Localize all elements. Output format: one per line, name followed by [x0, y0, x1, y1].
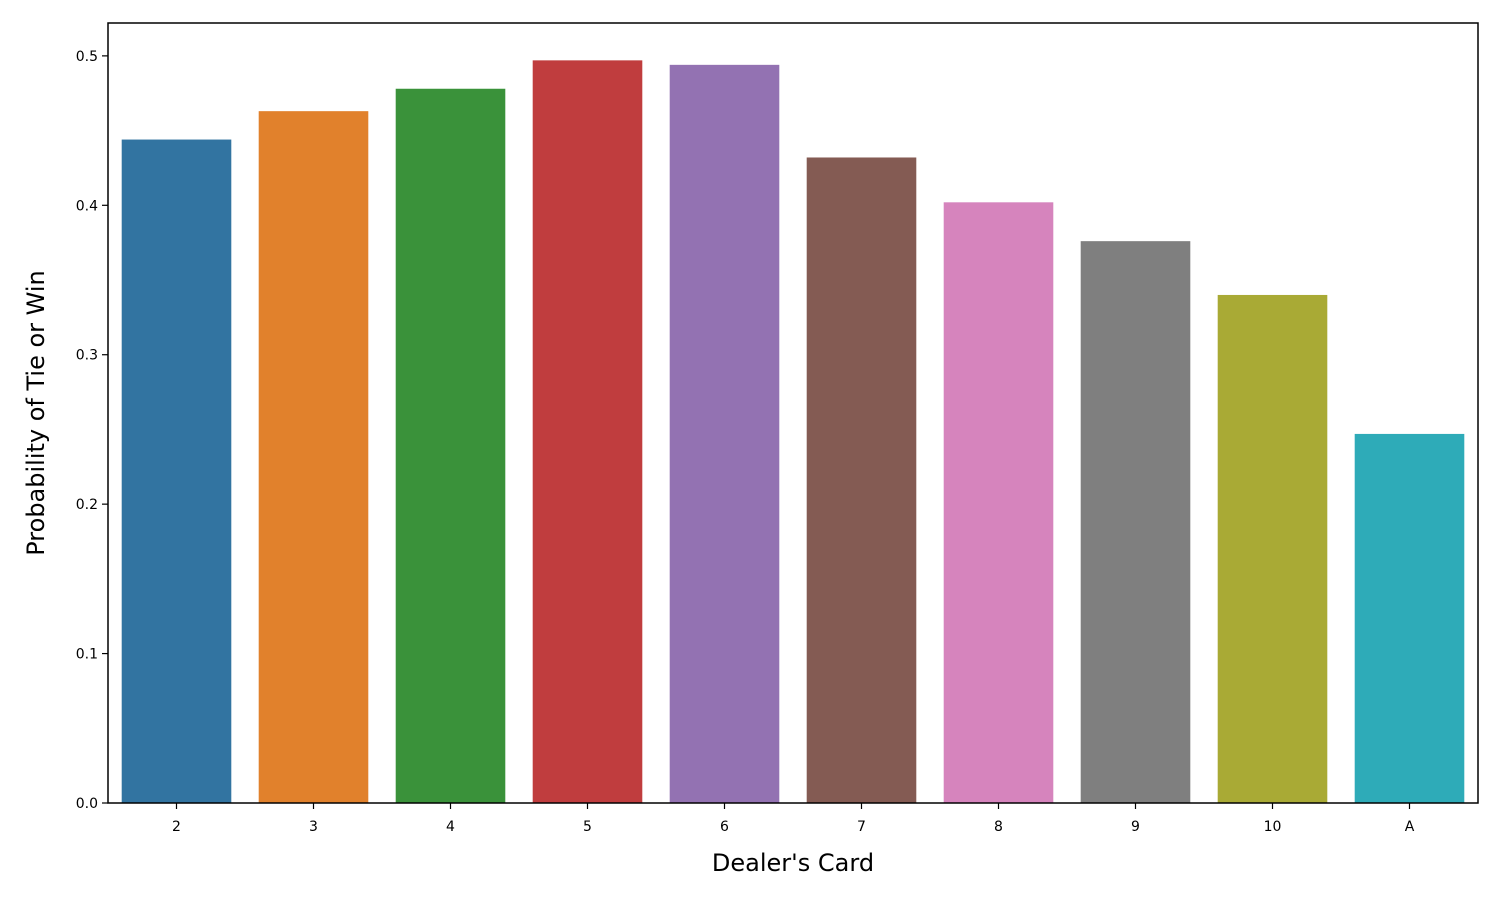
x-tick-label: 6: [720, 819, 729, 835]
x-tick-label: 5: [583, 819, 592, 835]
bars-layer: [121, 60, 1465, 804]
bar-10: [1217, 294, 1328, 803]
x-tick-label: 9: [1131, 819, 1140, 835]
x-axis: 2 3 4 5 6 7 8 9 10 A: [172, 803, 1415, 835]
x-tick-label: 7: [857, 819, 866, 835]
y-tick-label: 0.0: [76, 796, 98, 812]
x-tick-label: 2: [172, 819, 181, 835]
y-tick-label: 0.3: [76, 348, 98, 364]
plot-frame: [107, 22, 1479, 804]
bar-9: [1080, 241, 1191, 804]
y-tick-label: 0.1: [76, 647, 98, 663]
x-tick-label: 10: [1264, 819, 1282, 835]
bar-6: [669, 64, 780, 803]
x-tick-label: 3: [309, 819, 318, 835]
y-axis: 0.0 0.1 0.2 0.3 0.4 0.5: [76, 49, 108, 812]
bar-2: [121, 139, 232, 803]
y-tick-label: 0.2: [76, 497, 98, 513]
x-tick-label: 8: [994, 819, 1003, 835]
bar-5: [532, 60, 643, 803]
x-tick-label: A: [1405, 819, 1415, 835]
bar-7: [806, 157, 917, 803]
bar-A: [1354, 433, 1465, 803]
bar-8: [943, 202, 1054, 803]
x-axis-title: Dealer's Card: [712, 849, 874, 877]
y-tick-label: 0.4: [76, 198, 98, 214]
x-tick-label: 4: [446, 819, 455, 835]
y-axis-title: Probability of Tie or Win: [22, 270, 50, 556]
bar-3: [258, 111, 369, 804]
y-tick-label: 0.5: [76, 49, 98, 65]
bar-4: [395, 88, 506, 803]
